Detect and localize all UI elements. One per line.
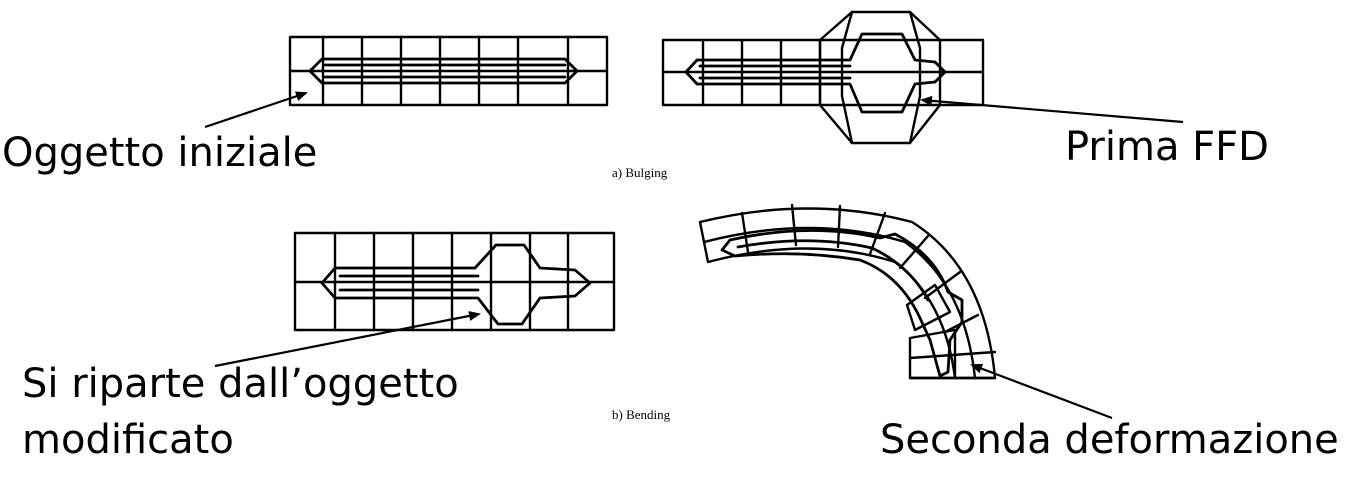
bent-lattice <box>698 203 997 380</box>
bulged-object-shape <box>684 32 947 114</box>
label-initial-object: Oggetto iniziale <box>2 130 318 176</box>
arrow-initial-object <box>204 91 308 129</box>
label-restart-line1: Si riparte dall’oggetto <box>22 361 459 407</box>
initial-object-shape <box>308 57 579 85</box>
label-restart-line2: modificato <box>22 417 234 463</box>
initial-lattice <box>288 35 609 107</box>
bent-object-shape <box>720 229 964 378</box>
arrow-first-ffd <box>920 95 1184 124</box>
label-second-deformation: Seconda deformazione <box>880 417 1339 463</box>
bulged-lattice <box>661 10 985 145</box>
reset-lattice <box>293 231 616 332</box>
reset-object-shape <box>320 243 592 326</box>
caption-bulging: a) Bulging <box>612 165 668 180</box>
arrow-second-deformation <box>970 363 1113 420</box>
arrow-restart <box>214 311 481 368</box>
caption-bending: b) Bending <box>612 407 671 422</box>
label-first-ffd: Prima FFD <box>1065 124 1269 170</box>
